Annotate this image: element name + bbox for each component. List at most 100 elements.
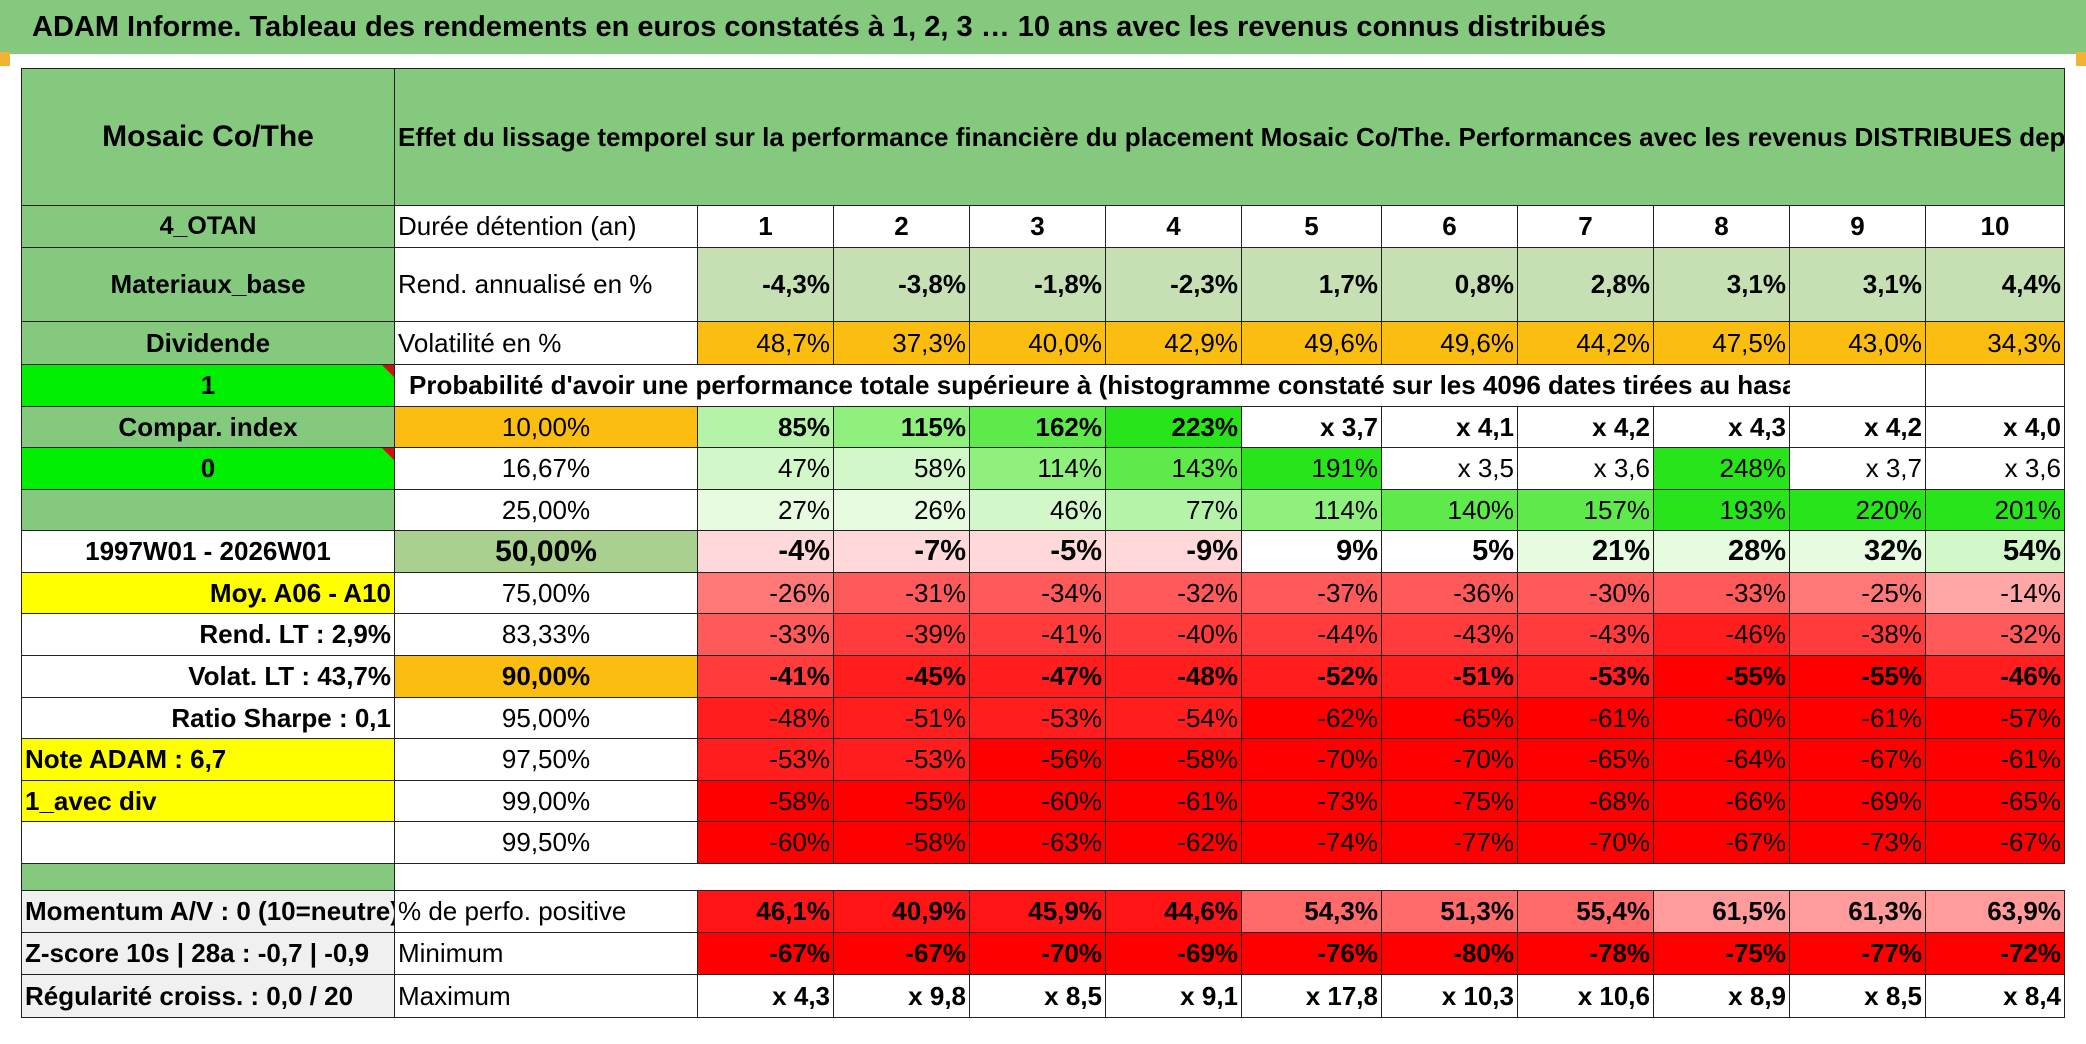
stat-value: x 4,3 xyxy=(697,974,834,1018)
quantile-value: -53% xyxy=(833,738,970,781)
rend-label: Rend. annualisé en % xyxy=(394,247,698,322)
stat-value: 61,3% xyxy=(1789,890,1926,933)
quantile-value: -37% xyxy=(1241,572,1382,614)
stat-value: -67% xyxy=(833,932,970,975)
quantile-value: 143% xyxy=(1105,447,1242,490)
quantile-label: 16,67% xyxy=(394,447,698,490)
compar-index-label: Compar. index xyxy=(21,406,395,448)
rend-lt: Rend. LT : 2,9% xyxy=(21,613,395,656)
quantile-value: 157% xyxy=(1517,489,1654,531)
quantile-value: -33% xyxy=(1653,572,1790,614)
quantile-value: -38% xyxy=(1789,613,1926,656)
quantile-value: 54% xyxy=(1925,530,2065,573)
stat-value: 55,4% xyxy=(1517,890,1654,933)
quantile-value: -77% xyxy=(1381,821,1518,864)
option-one[interactable]: 1 xyxy=(21,364,395,407)
quantile-value: x 4,1 xyxy=(1381,406,1518,448)
quantile-value: -61% xyxy=(1925,738,2065,781)
quantile-value: -68% xyxy=(1517,780,1654,822)
quantile-value: 77% xyxy=(1105,489,1242,531)
quantile-value: -51% xyxy=(833,697,970,739)
quantile-value: -40% xyxy=(1105,613,1242,656)
stat-value: x 17,8 xyxy=(1241,974,1382,1018)
quantile-value: -61% xyxy=(1105,780,1242,822)
rend-value: -1,8% xyxy=(969,247,1106,322)
quantile-value: -48% xyxy=(1105,655,1242,698)
quantile-value: -65% xyxy=(1925,780,2065,822)
quantile-value: -48% xyxy=(697,697,834,739)
rend-value: 3,1% xyxy=(1653,247,1790,322)
quantile-value: -67% xyxy=(1789,738,1926,781)
stat-value: x 10,6 xyxy=(1517,974,1654,1018)
quantile-value: 115% xyxy=(833,406,970,448)
vol-value: 42,9% xyxy=(1105,321,1242,365)
vol-value: 37,3% xyxy=(833,321,970,365)
quantile-value: x 4,3 xyxy=(1653,406,1790,448)
quantile-value: 248% xyxy=(1653,447,1790,490)
quantile-value: -56% xyxy=(969,738,1106,781)
sector-label: Materiaux_base xyxy=(21,247,395,322)
stat-value: 51,3% xyxy=(1381,890,1518,933)
stat-value: 46,1% xyxy=(697,890,834,933)
empty-cell xyxy=(1789,364,1926,407)
quantile-value: -55% xyxy=(1789,655,1926,698)
quantile-value: -41% xyxy=(697,655,834,698)
stat-value: -75% xyxy=(1653,932,1790,975)
quantile-value: 28% xyxy=(1653,530,1790,573)
quantile-value: -53% xyxy=(969,697,1106,739)
quantile-value: -54% xyxy=(1105,697,1242,739)
stat-value: -77% xyxy=(1789,932,1926,975)
description: Effet du lissage temporel sur la perform… xyxy=(394,68,2065,206)
quantile-value: 220% xyxy=(1789,489,1926,531)
quantile-label: 90,00% xyxy=(394,655,698,698)
vol-value: 40,0% xyxy=(969,321,1106,365)
rend-value: 0,8% xyxy=(1381,247,1518,322)
year-header: 6 xyxy=(1381,205,1518,248)
stat-value: -67% xyxy=(697,932,834,975)
rend-value: -4,3% xyxy=(697,247,834,322)
vol-value: 34,3% xyxy=(1925,321,2065,365)
vol-value: 43,0% xyxy=(1789,321,1926,365)
quantile-label: 97,50% xyxy=(394,738,698,781)
stat-value: -69% xyxy=(1105,932,1242,975)
rend-value: 4,4% xyxy=(1925,247,2065,322)
year-header: 10 xyxy=(1925,205,2065,248)
quantile-value: -58% xyxy=(1105,738,1242,781)
quantile-value: x 4,0 xyxy=(1925,406,2065,448)
option-zero[interactable]: 0 xyxy=(21,447,395,490)
quantile-value: -44% xyxy=(1241,613,1382,656)
quantile-label: 83,33% xyxy=(394,613,698,656)
quantile-value: -36% xyxy=(1381,572,1518,614)
quantile-label: 95,00% xyxy=(394,697,698,739)
quantile-value: x 3,7 xyxy=(1789,447,1926,490)
corner-marker xyxy=(2076,52,2086,66)
quantile-value: -51% xyxy=(1381,655,1518,698)
quantile-value: -60% xyxy=(969,780,1106,822)
quantile-value: -69% xyxy=(1789,780,1926,822)
year-header: 1 xyxy=(697,205,834,248)
quantile-value: -55% xyxy=(1653,655,1790,698)
quantile-value: -34% xyxy=(969,572,1106,614)
quantile-value: -9% xyxy=(1105,530,1242,573)
moy-label: Moy. A06 - A10 xyxy=(21,572,395,614)
quantile-label: 99,00% xyxy=(394,780,698,822)
rend-value: -3,8% xyxy=(833,247,970,322)
stat-value: -80% xyxy=(1381,932,1518,975)
quantile-label: 25,00% xyxy=(394,489,698,531)
quantile-value: 46% xyxy=(969,489,1106,531)
separator xyxy=(21,863,395,891)
stat-value: 63,9% xyxy=(1925,890,2065,933)
quantile-label: 50,00% xyxy=(394,530,698,573)
rend-value: 2,8% xyxy=(1517,247,1654,322)
period-range: 1997W01 - 2026W01 xyxy=(21,530,395,573)
quantile-value: -66% xyxy=(1653,780,1790,822)
quantile-value: 114% xyxy=(1241,489,1382,531)
stat-value: -78% xyxy=(1517,932,1654,975)
quantile-value: x 4,2 xyxy=(1517,406,1654,448)
quantile-value: -43% xyxy=(1517,613,1654,656)
vol-value: 48,7% xyxy=(697,321,834,365)
quantile-value: -52% xyxy=(1241,655,1382,698)
quantile-value: 5% xyxy=(1381,530,1518,573)
quantile-value: 9% xyxy=(1241,530,1382,573)
avec-div-label: 1_avec div xyxy=(21,780,395,822)
